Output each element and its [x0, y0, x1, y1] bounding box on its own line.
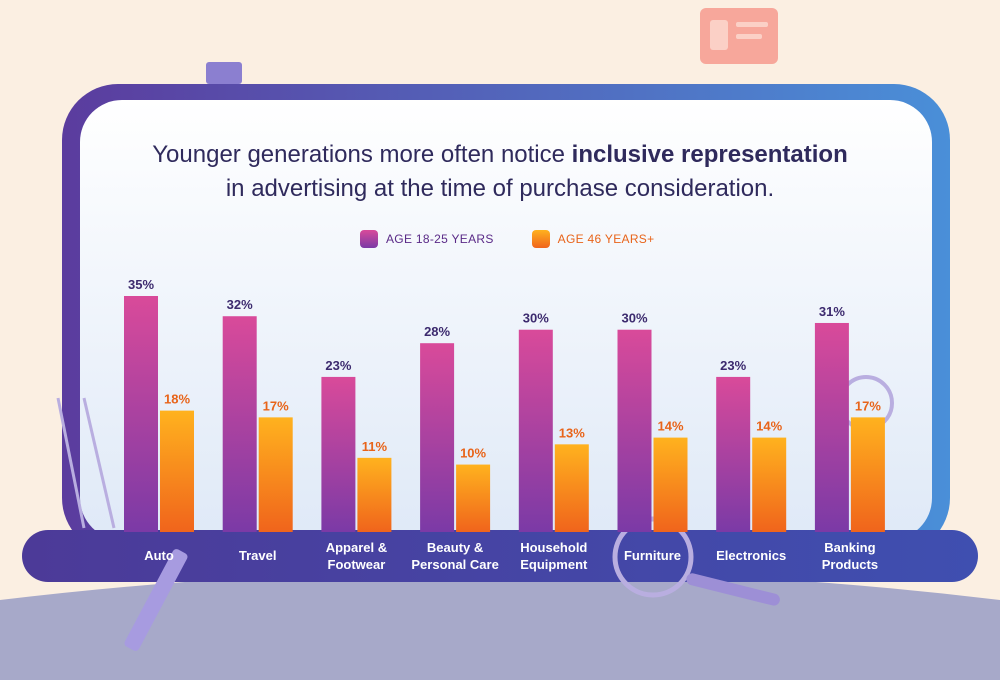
legend-label-young: AGE 18-25 YEARS: [386, 232, 494, 246]
category-label: Auto: [144, 548, 174, 563]
legend-label-old: AGE 46 YEARS+: [557, 232, 655, 246]
category-label: Electronics: [716, 548, 786, 563]
legend-item-old: AGE 46 YEARS+: [531, 230, 655, 248]
title-part1: Younger generations more often notice: [152, 141, 572, 168]
category-label: Furniture: [624, 548, 681, 563]
data-label-age-18-25: 30%: [523, 311, 549, 326]
card-line-shape: [736, 22, 768, 27]
data-label-age-18-25: 28%: [424, 324, 450, 339]
card-line-shape: [736, 34, 762, 39]
bar-age-18-25: [518, 329, 553, 532]
pencil-illustration: [124, 549, 188, 651]
data-label-age-46-plus: 17%: [855, 398, 881, 413]
data-label-age-46-plus: 11%: [362, 439, 388, 454]
data-label-age-46-plus: 18%: [164, 392, 190, 407]
laptop-base: [22, 530, 978, 582]
data-label-age-18-25: 23%: [720, 358, 746, 373]
bar-age-46-plus: [258, 417, 293, 532]
small-laptop-illustration: [206, 62, 242, 84]
data-label-age-46-plus: 17%: [263, 398, 289, 413]
title-bold: inclusive representation: [571, 141, 848, 168]
bar-age-46-plus: [357, 457, 392, 532]
bar-age-46-plus: [752, 437, 787, 532]
bar-age-18-25: [814, 322, 849, 532]
magnifier-handle: [686, 573, 780, 606]
bar-age-18-25: [222, 316, 257, 532]
bar-age-46-plus: [653, 437, 688, 532]
magnifier-furniture-icon: [612, 516, 694, 598]
data-label-age-18-25: 31%: [819, 304, 845, 319]
legend-swatch-old: [531, 230, 550, 248]
data-label-age-46-plus: 10%: [460, 446, 486, 461]
chart-legend: AGE 18-25 YEARS AGE 46 YEARS+: [360, 230, 654, 248]
data-label-age-18-25: 32%: [227, 297, 253, 312]
category-label: Banking Products: [822, 540, 878, 572]
category-label: Beauty & Personal Care: [411, 540, 498, 572]
data-label-age-46-plus: 14%: [756, 419, 782, 434]
data-label-age-18-25: 23%: [325, 358, 351, 373]
bar-age-46-plus: [160, 410, 194, 532]
bar-age-18-25: [617, 329, 652, 532]
chart-title: Younger generations more often notice in…: [80, 138, 920, 206]
data-label-age-46-plus: 13%: [559, 425, 585, 440]
data-label-age-46-plus: 14%: [657, 419, 683, 434]
bar-age-18-25: [124, 296, 158, 532]
category-label: Apparel & Footwear: [326, 540, 387, 572]
ladder-illustration: [56, 397, 116, 529]
card-avatar-shape: [710, 20, 728, 50]
bar-age-18-25: [420, 343, 455, 532]
category-label: Household Equipment: [520, 540, 588, 572]
bar-age-46-plus: [554, 444, 589, 532]
bar-age-18-25: [321, 376, 356, 532]
bar-age-46-plus: [456, 464, 491, 532]
legend-swatch-young: [360, 230, 378, 248]
bar-age-18-25: [716, 376, 751, 532]
data-label-age-18-25: 35%: [128, 277, 154, 292]
legend-item-young: AGE 18-25 YEARS: [360, 230, 494, 248]
category-label: Travel: [239, 548, 277, 563]
title-line2: in advertising at the time of purchase c…: [225, 175, 775, 202]
data-label-age-18-25: 30%: [621, 311, 647, 326]
bar-age-46-plus: [850, 417, 885, 532]
